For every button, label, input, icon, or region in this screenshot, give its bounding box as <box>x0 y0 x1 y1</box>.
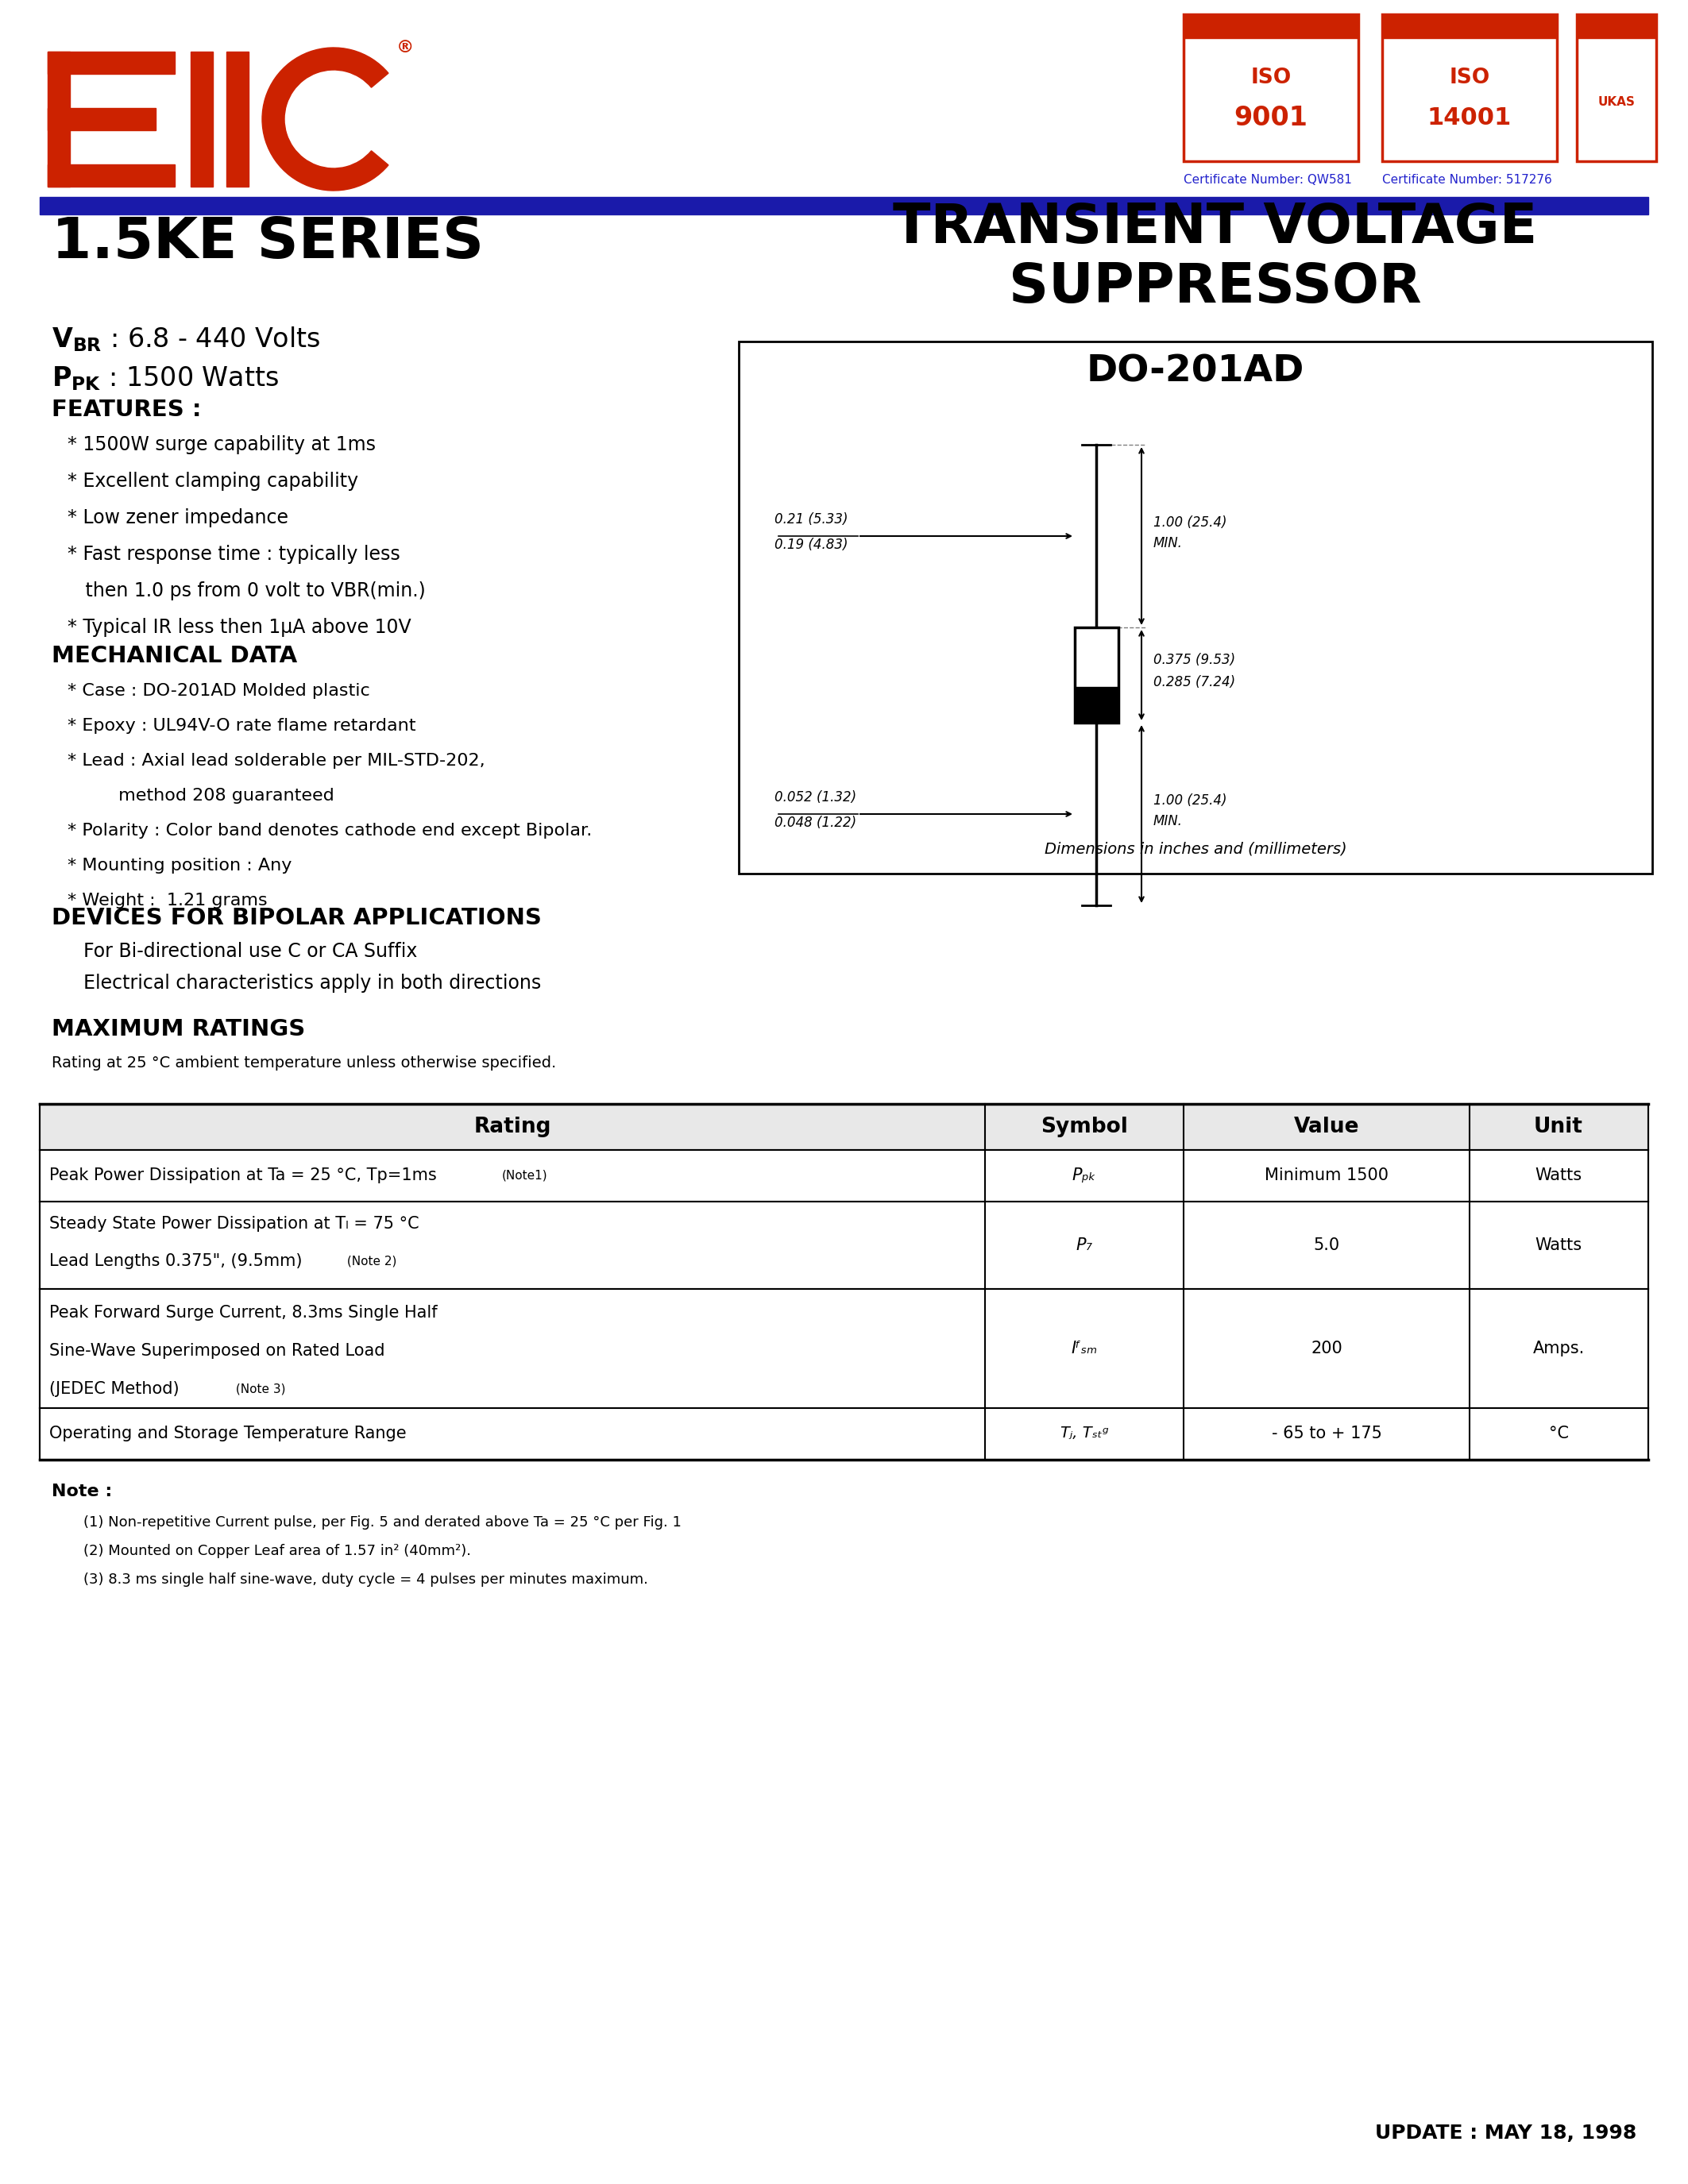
Text: 0.052 (1.32): 0.052 (1.32) <box>775 791 856 804</box>
Bar <box>1382 15 1556 162</box>
Bar <box>47 52 69 186</box>
Text: (3) 8.3 ms single half sine-wave, duty cycle = 4 pulses per minutes maximum.: (3) 8.3 ms single half sine-wave, duty c… <box>83 1572 648 1588</box>
Text: Pₚₖ: Pₚₖ <box>1072 1168 1097 1184</box>
Text: Rating at 25 °C ambient temperature unless otherwise specified.: Rating at 25 °C ambient temperature unle… <box>52 1055 557 1070</box>
Text: FEATURES :: FEATURES : <box>52 400 201 422</box>
Text: Sine-Wave Superimposed on Rated Load: Sine-Wave Superimposed on Rated Load <box>49 1343 385 1358</box>
Bar <box>41 1201 1647 1289</box>
Text: 0.048 (1.22): 0.048 (1.22) <box>775 815 856 830</box>
Text: Watts: Watts <box>1534 1238 1582 1254</box>
Text: then 1.0 ps from 0 volt to VBR(min.): then 1.0 ps from 0 volt to VBR(min.) <box>68 581 425 601</box>
Text: (2) Mounted on Copper Leaf area of 1.57 in² (40mm²).: (2) Mounted on Copper Leaf area of 1.57 … <box>83 1544 471 1557</box>
Bar <box>41 1103 1647 1151</box>
Text: * Excellent clamping capability: * Excellent clamping capability <box>68 472 358 491</box>
Text: Certificate Number: QW581: Certificate Number: QW581 <box>1183 175 1352 186</box>
Text: ISO: ISO <box>1251 68 1291 87</box>
Text: Certificate Number: 517276: Certificate Number: 517276 <box>1382 175 1551 186</box>
Text: * Low zener impedance: * Low zener impedance <box>68 509 289 526</box>
Text: DO-201AD: DO-201AD <box>1087 354 1305 389</box>
Text: °C: °C <box>1548 1426 1568 1441</box>
Text: 9001: 9001 <box>1234 105 1308 131</box>
Text: 0.21 (5.33): 0.21 (5.33) <box>775 513 847 526</box>
Bar <box>1577 15 1656 162</box>
Text: P₇: P₇ <box>1075 1238 1092 1254</box>
Text: Peak Forward Surge Current, 8.3ms Single Half: Peak Forward Surge Current, 8.3ms Single… <box>49 1304 437 1321</box>
Text: TRANSIENT VOLTAGE: TRANSIENT VOLTAGE <box>893 201 1538 253</box>
Text: Value: Value <box>1293 1116 1359 1138</box>
Text: $\mathbf{V_{BR}}$ : 6.8 - 440 Volts: $\mathbf{V_{BR}}$ : 6.8 - 440 Volts <box>52 325 321 354</box>
Text: 1.5KE SERIES: 1.5KE SERIES <box>52 216 484 271</box>
Text: * Mounting position : Any: * Mounting position : Any <box>68 858 292 874</box>
Text: * Typical IR less then 1μA above 10V: * Typical IR less then 1μA above 10V <box>68 618 412 638</box>
Text: Operating and Storage Temperature Range: Operating and Storage Temperature Range <box>49 1426 407 1441</box>
Bar <box>226 52 248 186</box>
Text: UKAS: UKAS <box>1599 96 1636 107</box>
Text: Note :: Note : <box>52 1483 111 1500</box>
Text: * Weight :  1.21 grams: * Weight : 1.21 grams <box>68 893 267 909</box>
Text: $\mathbf{P_{PK}}$ : 1500 Watts: $\mathbf{P_{PK}}$ : 1500 Watts <box>52 365 279 393</box>
Wedge shape <box>262 48 388 190</box>
Text: Electrical characteristics apply in both directions: Electrical characteristics apply in both… <box>83 974 542 994</box>
Text: 1.00 (25.4): 1.00 (25.4) <box>1153 515 1227 531</box>
Bar <box>41 197 1647 214</box>
Text: * Fast response time : typically less: * Fast response time : typically less <box>68 544 400 563</box>
Text: Symbol: Symbol <box>1040 1116 1128 1138</box>
Text: Iᶠₛₘ: Iᶠₛₘ <box>1072 1341 1097 1356</box>
Text: 200: 200 <box>1312 1341 1342 1356</box>
Bar <box>1183 15 1359 162</box>
Bar <box>47 52 176 74</box>
Bar <box>1075 627 1119 723</box>
Text: 0.375 (9.53): 0.375 (9.53) <box>1153 653 1236 666</box>
Text: SUPPRESSOR: SUPPRESSOR <box>1009 260 1421 314</box>
Text: Lead Lengths 0.375", (9.5mm): Lead Lengths 0.375", (9.5mm) <box>49 1254 302 1269</box>
Text: MIN.: MIN. <box>1153 535 1183 550</box>
Text: For Bi-directional use C or CA Suffix: For Bi-directional use C or CA Suffix <box>83 941 417 961</box>
Bar <box>47 164 176 186</box>
Bar <box>191 52 213 186</box>
Text: (1) Non-repetitive Current pulse, per Fig. 5 and derated above Ta = 25 °C per Fi: (1) Non-repetitive Current pulse, per Fi… <box>83 1516 682 1529</box>
Text: 1.00 (25.4): 1.00 (25.4) <box>1153 793 1227 808</box>
Text: * 1500W surge capability at 1ms: * 1500W surge capability at 1ms <box>68 435 376 454</box>
Text: 14001: 14001 <box>1428 107 1512 129</box>
Text: Unit: Unit <box>1534 1116 1583 1138</box>
Text: (Note1): (Note1) <box>501 1168 549 1182</box>
Bar <box>1183 15 1359 37</box>
Text: ISO: ISO <box>1450 68 1491 87</box>
Text: UPDATE : MAY 18, 1998: UPDATE : MAY 18, 1998 <box>1374 2123 1636 2143</box>
Bar <box>1075 688 1119 723</box>
Text: Dimensions in inches and (millimeters): Dimensions in inches and (millimeters) <box>1045 841 1347 856</box>
Text: * Epoxy : UL94V-O rate flame retardant: * Epoxy : UL94V-O rate flame retardant <box>68 719 415 734</box>
Text: - 65 to + 175: - 65 to + 175 <box>1271 1426 1382 1441</box>
Text: Minimum 1500: Minimum 1500 <box>1264 1168 1389 1184</box>
Text: 0.285 (7.24): 0.285 (7.24) <box>1153 675 1236 690</box>
Text: DEVICES FOR BIPOLAR APPLICATIONS: DEVICES FOR BIPOLAR APPLICATIONS <box>52 906 542 928</box>
Text: MAXIMUM RATINGS: MAXIMUM RATINGS <box>52 1018 306 1040</box>
Bar <box>47 107 155 131</box>
Text: 0.19 (4.83): 0.19 (4.83) <box>775 537 847 553</box>
Text: 5.0: 5.0 <box>1313 1238 1340 1254</box>
Text: Amps.: Amps. <box>1533 1341 1585 1356</box>
Text: Steady State Power Dissipation at Tₗ = 75 °C: Steady State Power Dissipation at Tₗ = 7… <box>49 1216 419 1232</box>
Text: * Case : DO-201AD Molded plastic: * Case : DO-201AD Molded plastic <box>68 684 370 699</box>
Text: MIN.: MIN. <box>1153 815 1183 828</box>
Bar <box>1382 15 1556 37</box>
Text: MECHANICAL DATA: MECHANICAL DATA <box>52 644 297 666</box>
Text: (Note 2): (Note 2) <box>343 1256 397 1267</box>
Bar <box>1577 15 1656 37</box>
Text: Watts: Watts <box>1534 1168 1582 1184</box>
Text: (Note 3): (Note 3) <box>231 1382 285 1396</box>
Bar <box>41 1289 1647 1409</box>
Text: * Polarity : Color band denotes cathode end except Bipolar.: * Polarity : Color band denotes cathode … <box>68 823 592 839</box>
Text: * Lead : Axial lead solderable per MIL-STD-202,: * Lead : Axial lead solderable per MIL-S… <box>68 753 484 769</box>
Text: (JEDEC Method): (JEDEC Method) <box>49 1380 179 1398</box>
Text: method 208 guaranteed: method 208 guaranteed <box>68 788 334 804</box>
Text: Peak Power Dissipation at Ta = 25 °C, Tp=1ms: Peak Power Dissipation at Ta = 25 °C, Tp… <box>49 1168 437 1184</box>
Bar <box>41 1409 1647 1459</box>
Text: ®: ® <box>397 39 414 55</box>
Bar <box>739 341 1653 874</box>
Bar <box>41 1151 1647 1201</box>
Text: Rating: Rating <box>474 1116 550 1138</box>
Text: Tⱼ, Tₛₜᵍ: Tⱼ, Tₛₜᵍ <box>1060 1426 1109 1441</box>
